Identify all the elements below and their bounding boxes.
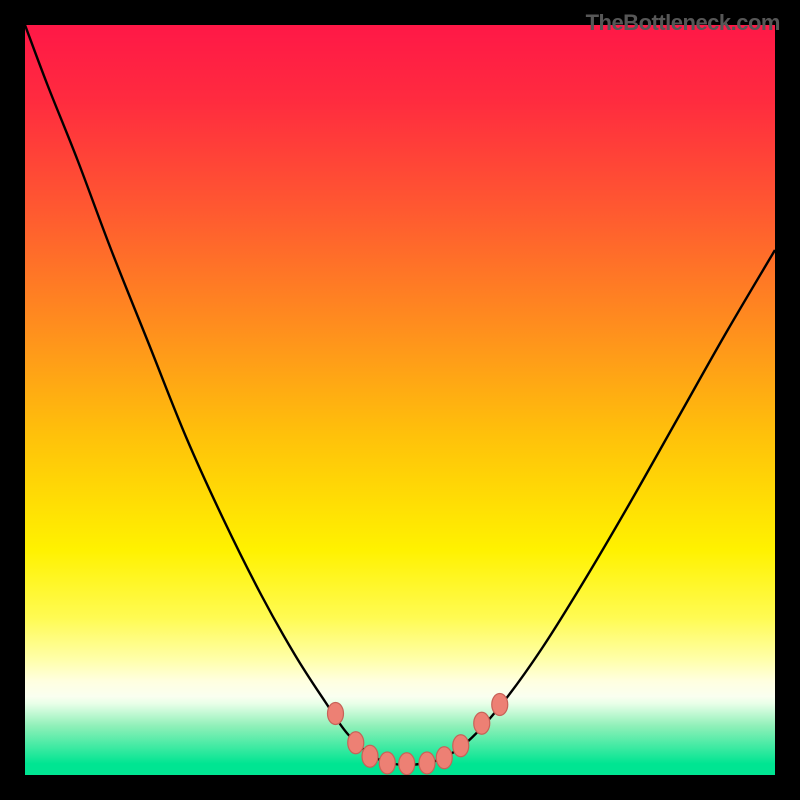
watermark-text: TheBottleneck.com xyxy=(586,10,780,36)
chart-container: { "watermark": { "text": "TheBottleneck.… xyxy=(0,0,800,800)
bottleneck-chart xyxy=(0,0,800,800)
